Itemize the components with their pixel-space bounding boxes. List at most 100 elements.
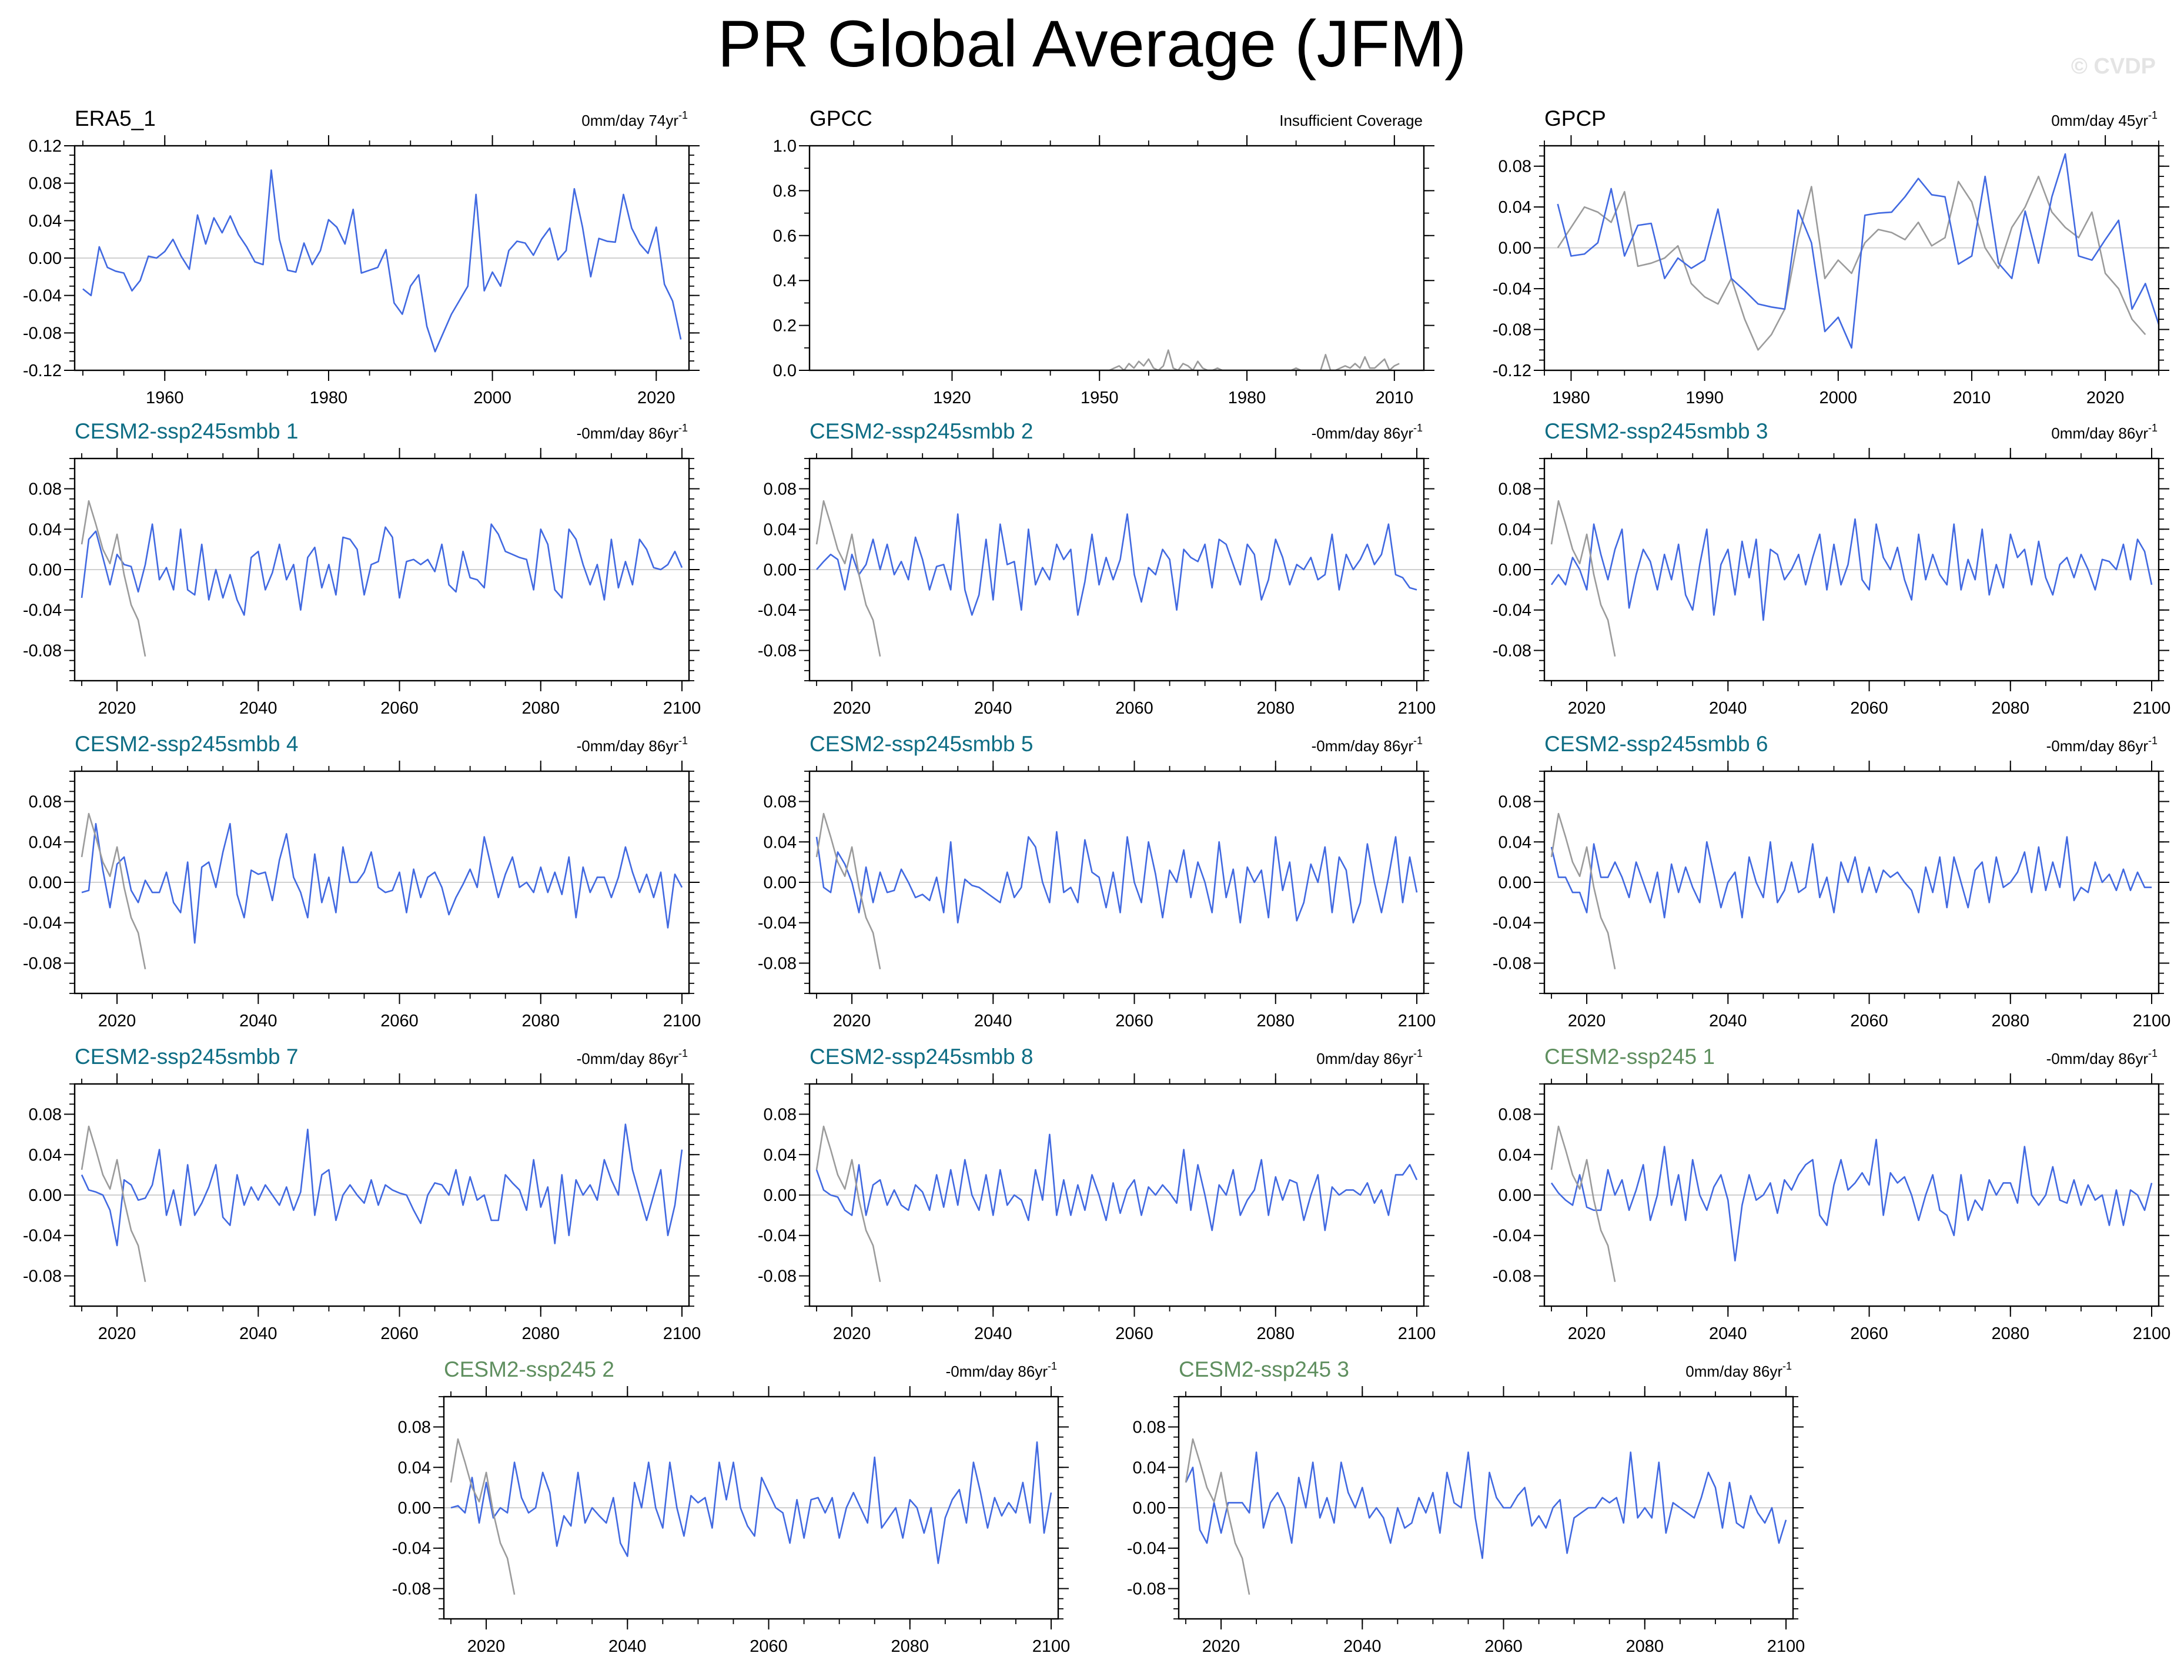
x-tick-label: 2020 [1568,1324,1606,1343]
panel-8: CESM2-ssp245smbb 5 -0mm/day 86yr-1 -0.08 -0… [758,732,1436,1030]
x-tick-label: 1960 [146,389,184,407]
x-tick-label: 2060 [380,1324,419,1343]
series-group [81,812,683,970]
model-series-line [1185,1451,1787,1559]
y-tick-label: -0.08 [23,324,62,343]
y-tick-label: 0.04 [1499,198,1531,217]
x-tick-label: 2060 [750,1637,788,1656]
model-series-line [81,823,683,944]
x-tick-label: 2040 [1709,1012,1747,1030]
y-tick-label: 0.00 [1499,561,1531,580]
y-tick-label: -0.08 [1493,1267,1531,1286]
x-tick-label: 2060 [1484,1637,1523,1656]
y-tick-label: -0.08 [23,954,62,973]
x-tick-label: 2060 [1850,1324,1888,1343]
series-group [1557,153,2159,351]
x-tick-label: 2080 [1626,1637,1664,1656]
y-tick-label: 0.08 [764,480,797,499]
trend-superscript: -1 [2148,1048,2158,1059]
obs-series-line [1185,1438,1250,1595]
y-tick-label: 0.00 [1133,1499,1166,1518]
y-tick-label: 0.00 [764,874,797,892]
model-series-line [1557,153,2159,349]
model-series-line [815,1133,1418,1231]
model-series-line [1550,1139,2153,1261]
series-group [815,812,1418,970]
series-group [1550,500,2153,657]
x-tick-label: 2020 [1568,1012,1606,1030]
trend-superscript: -1 [1413,1048,1423,1059]
model-series-line [81,523,683,616]
y-tick-label: -0.08 [1493,641,1531,660]
y-tick-label: -0.04 [758,914,797,933]
panel-title: CESM2-ssp245smbb 4 [75,732,298,756]
trend-superscript: -1 [1048,1360,1057,1372]
x-tick-label: 2080 [1257,1012,1295,1030]
x-tick-label: 2080 [891,1637,929,1656]
trend-superscript: -1 [2148,735,2158,747]
x-tick-label: 2020 [833,1012,871,1030]
y-tick-label: 0.00 [1499,874,1531,892]
obs-series-line [810,349,1400,370]
y-tick-label: 0.04 [1499,1146,1531,1164]
y-tick-label: -0.12 [23,362,62,380]
x-tick-label: 2000 [1820,389,1858,407]
x-tick-label: 2100 [1032,1637,1071,1656]
x-tick-label: 2060 [1850,699,1888,718]
y-tick-label: 0.12 [29,137,62,156]
x-tick-label: 1980 [1228,389,1266,407]
series-group [815,1125,1418,1283]
model-series-line [816,513,1417,616]
panel-trend: 0mm/day 86yr-1 [2051,422,2158,442]
panel-trend: -0mm/day 86yr-1 [577,735,688,755]
y-tick-label: 0.04 [398,1458,431,1477]
panel-5: CESM2-ssp245smbb 2 -0mm/day 86yr-1 -0.08 -0… [758,419,1436,718]
obs-series-line [1557,175,2146,351]
model-series-line [450,1441,1052,1564]
trend-superscript: -1 [678,1048,688,1059]
x-tick-label: 2040 [608,1637,647,1656]
y-tick-label: -0.04 [23,914,62,933]
model-series-line [815,831,1418,923]
panel-title: CESM2-ssp245 2 [444,1357,614,1381]
y-tick-label: 0.04 [29,212,62,230]
y-tick-label: 0.8 [773,182,797,200]
series-group [1550,1125,2153,1283]
obs-series-line [1550,500,1616,657]
x-tick-label: 2080 [1257,1324,1295,1343]
y-tick-label: 0.08 [1499,793,1531,812]
y-tick-label: 0.04 [1499,520,1531,539]
x-tick-label: 2100 [2133,699,2171,718]
y-tick-label: 0.08 [1499,480,1531,499]
panel-title: CESM2-ssp245smbb 7 [75,1045,298,1069]
x-tick-label: 2020 [1202,1637,1240,1656]
panel-title: ERA5_1 [75,106,156,130]
obs-series-line [81,500,146,657]
panel-trend: -0mm/day 86yr-1 [577,422,688,442]
y-tick-label: 0.00 [1499,239,1531,258]
panel-trend: Insufficient Coverage [1279,112,1423,129]
y-tick-label: 0.00 [29,874,62,892]
x-tick-label: 2100 [663,699,701,718]
panel-trend: -0mm/day 86yr-1 [2046,1048,2158,1067]
y-tick-label: -0.04 [392,1540,431,1558]
panel-3: GPCP 0mm/day 45yr-1 -0.12 -0.08 -0.04 0.00 0.0… [1493,106,2169,407]
y-tick-label: 0.04 [764,1146,797,1164]
panel-title: CESM2-ssp245 1 [1544,1045,1715,1069]
series-group [81,1123,683,1283]
model-series-line [1550,518,2153,621]
panel-title: CESM2-ssp245smbb 6 [1544,732,1768,756]
y-tick-label: 0.08 [29,480,62,499]
x-tick-label: 2010 [1953,389,1991,407]
y-tick-label: 0.08 [764,1106,797,1125]
x-tick-label: 2020 [2086,389,2125,407]
y-tick-label: 0.00 [398,1499,431,1518]
x-tick-label: 2080 [522,699,560,718]
y-tick-label: 0.08 [764,793,797,812]
y-tick-label: 0.04 [764,833,797,852]
y-tick-label: 0.04 [29,1146,62,1164]
trend-superscript: -1 [678,735,688,747]
y-tick-label: -0.04 [1493,280,1531,299]
y-tick-label: 0.04 [29,833,62,852]
page-title: PR Global Average (JFM) [717,7,1467,81]
